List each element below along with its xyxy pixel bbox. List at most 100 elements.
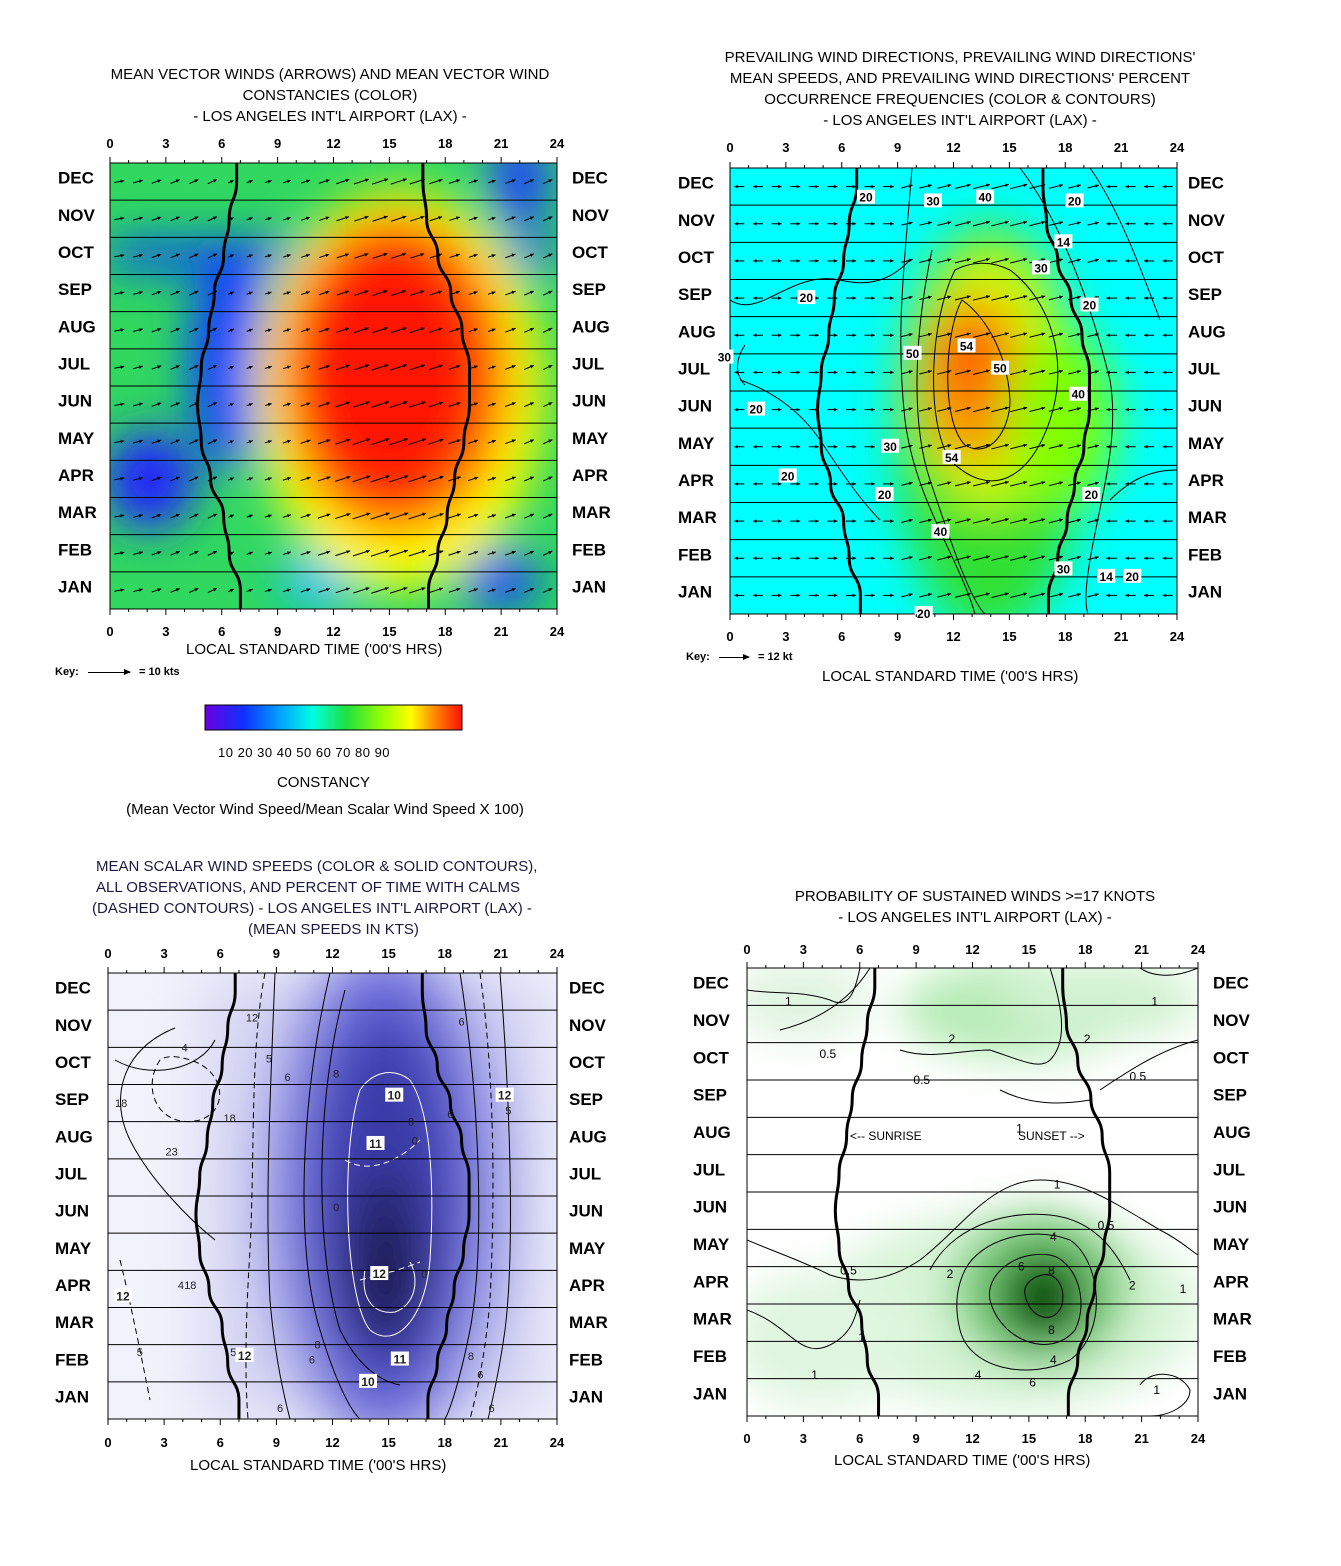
wind-arrow-head bbox=[473, 179, 478, 183]
wind-arrow-head bbox=[815, 519, 819, 523]
wind-arrow-head bbox=[734, 184, 738, 189]
wind-arrow-head bbox=[491, 254, 496, 258]
wind-arrow-head bbox=[777, 482, 782, 486]
wind-arrow-head bbox=[365, 401, 370, 405]
wind-arrow-head bbox=[871, 296, 875, 300]
wind-arrow-head bbox=[385, 512, 390, 516]
wind-arrow-head bbox=[871, 333, 875, 337]
wind-arrow-head bbox=[248, 403, 253, 407]
contour-label: 1 bbox=[1054, 1178, 1061, 1192]
wind-arrow-head bbox=[986, 555, 990, 559]
wind-arrow-head bbox=[456, 587, 461, 592]
wind-arrow-head bbox=[286, 291, 291, 295]
wind-arrow-head bbox=[1162, 519, 1167, 523]
wind-arrow-head bbox=[438, 364, 443, 368]
wind-arrow-head bbox=[157, 365, 162, 369]
wind-arrow-head bbox=[456, 439, 461, 443]
wind-arrow-head bbox=[1059, 295, 1064, 299]
wind-arrow-head bbox=[966, 258, 971, 262]
p4-title-line: PROBABILITY OF SUSTAINED WINDS >=17 KNOT… bbox=[794, 888, 1156, 905]
wind-arrow-head bbox=[346, 513, 351, 517]
contour-label-box bbox=[903, 345, 922, 360]
wind-arrow-head bbox=[734, 407, 738, 412]
month-label-right: DEC bbox=[572, 169, 608, 188]
wind-arrow-head bbox=[511, 253, 516, 257]
month-label-left: SEP bbox=[693, 1086, 727, 1105]
month-label-left: NOV bbox=[693, 1011, 731, 1030]
wind-arrow-head bbox=[365, 364, 370, 368]
month-label-left: JAN bbox=[693, 1384, 727, 1403]
wind-arrow-head bbox=[511, 476, 516, 480]
p3-month-labels: DEC DEC NOV NOV OCT OCT SEP SEP AUG AUG JUL JUL JUN J… bbox=[55, 979, 608, 1407]
p1-hour-ticks: 0 0 3 3 6 6 9 9 12 12 15 15 18 18 21 21 24 24 bbox=[106, 136, 565, 639]
contour-label: 6 bbox=[488, 1403, 494, 1415]
month-label-left: MAR bbox=[693, 1310, 732, 1329]
sunset-annotation: SUNSET --> bbox=[1018, 1129, 1085, 1143]
contour-label-box bbox=[715, 349, 734, 364]
hour-tick-top: 9 bbox=[273, 946, 280, 961]
wind-arrow-head bbox=[966, 406, 971, 411]
wind-arrow-head bbox=[1143, 370, 1148, 375]
wind-arrow-head bbox=[908, 444, 913, 448]
wind-arrow-head bbox=[456, 476, 461, 480]
hour-tick-bottom: 0 bbox=[743, 1431, 750, 1446]
month-label-right: FEB bbox=[572, 540, 606, 559]
wind-arrow-head bbox=[1106, 333, 1110, 337]
wind-arrow-head bbox=[326, 513, 331, 517]
wind-arrow-head bbox=[1106, 259, 1110, 263]
wind-arrow-head bbox=[511, 402, 516, 406]
wind-arrow-head bbox=[734, 519, 738, 523]
wind-arrow-head bbox=[833, 259, 838, 263]
wind-arrow-head bbox=[734, 556, 738, 560]
wind-arrow-head bbox=[439, 550, 444, 554]
wind-arrow-head bbox=[777, 556, 782, 560]
month-label-right: AUG bbox=[569, 1127, 607, 1146]
month-label-left: JUN bbox=[55, 1202, 89, 1221]
contour-label-box bbox=[1032, 260, 1051, 275]
wind-arrow-head bbox=[548, 328, 553, 332]
wind-arrow-head bbox=[1094, 370, 1099, 374]
wind-arrow-head bbox=[1004, 406, 1009, 410]
wind-arrow-head bbox=[548, 290, 553, 295]
p1-heat bbox=[110, 163, 557, 609]
p3-contours bbox=[114, 973, 511, 1419]
p2-title-line: OCCURRENCE FREQUENCIES (COLOR & CONTOURS… bbox=[764, 91, 1156, 108]
wind-arrow-head bbox=[306, 551, 311, 555]
sunset-curve bbox=[1061, 968, 1112, 1416]
wind-arrow-head bbox=[1023, 480, 1028, 485]
month-label-left: JUL bbox=[678, 359, 710, 378]
wind-arrow-head bbox=[1041, 369, 1046, 374]
wind-arrow-head bbox=[548, 253, 553, 257]
wind-arrow-head bbox=[511, 327, 516, 332]
contour-label: 30 bbox=[1057, 562, 1071, 576]
wind-arrow-head bbox=[1143, 222, 1148, 226]
month-label-right: MAY bbox=[1213, 1235, 1250, 1254]
hour-tick-bottom: 18 bbox=[438, 1435, 452, 1450]
hour-tick-bottom: 15 bbox=[1022, 1431, 1036, 1446]
wind-arrow-head bbox=[1004, 295, 1009, 299]
wind-arrow-head bbox=[1106, 370, 1110, 375]
wind-arrow-head bbox=[306, 328, 310, 332]
wind-arrow-head bbox=[986, 480, 990, 485]
wind-arrow-head bbox=[473, 253, 478, 258]
contour-label: 6 bbox=[1018, 1260, 1025, 1274]
hour-tick-bottom: 6 bbox=[218, 624, 225, 639]
wind-arrow-head bbox=[1143, 259, 1148, 263]
wind-arrow-head bbox=[120, 551, 125, 555]
wind-arrow-head bbox=[1059, 332, 1064, 337]
hour-tick-top: 12 bbox=[326, 136, 340, 151]
wind-arrow-head bbox=[511, 179, 516, 183]
wind-arrow-head bbox=[734, 259, 738, 263]
wind-arrow-head bbox=[777, 519, 782, 523]
wind-arrow-head bbox=[777, 407, 782, 412]
wind-arrow-head bbox=[306, 365, 311, 369]
wind-arrow-head bbox=[346, 438, 351, 443]
wind-arrow-head bbox=[833, 556, 838, 560]
wind-arrow-head bbox=[1162, 593, 1167, 598]
month-label-right: JUL bbox=[572, 354, 604, 373]
wind-arrow-head bbox=[365, 549, 370, 554]
wind-arrow-head bbox=[194, 328, 199, 332]
wind-arrow-head bbox=[456, 513, 461, 517]
p1-month-labels: DEC DEC NOV NOV OCT OCT SEP SEP AUG AUG JUL JUL JUN J… bbox=[58, 169, 611, 597]
colorbar-ticks: 10 20 30 40 50 60 70 80 90 bbox=[218, 745, 391, 760]
